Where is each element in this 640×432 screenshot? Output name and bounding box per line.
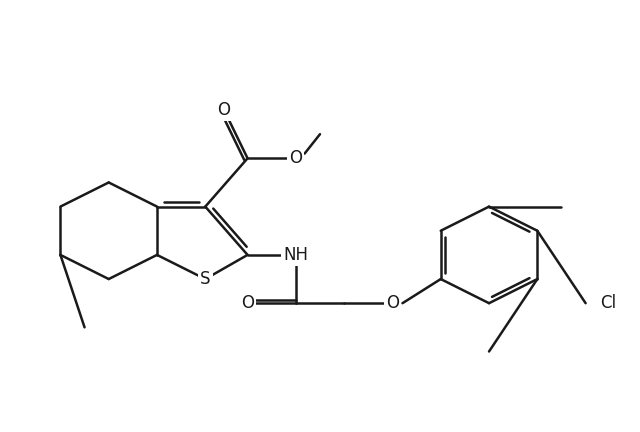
Text: O: O	[289, 149, 302, 167]
Text: Cl: Cl	[600, 294, 616, 312]
Text: O: O	[218, 101, 230, 119]
Text: O: O	[386, 294, 399, 312]
Text: NH: NH	[284, 246, 308, 264]
Text: O: O	[241, 294, 254, 312]
Text: S: S	[200, 270, 211, 288]
